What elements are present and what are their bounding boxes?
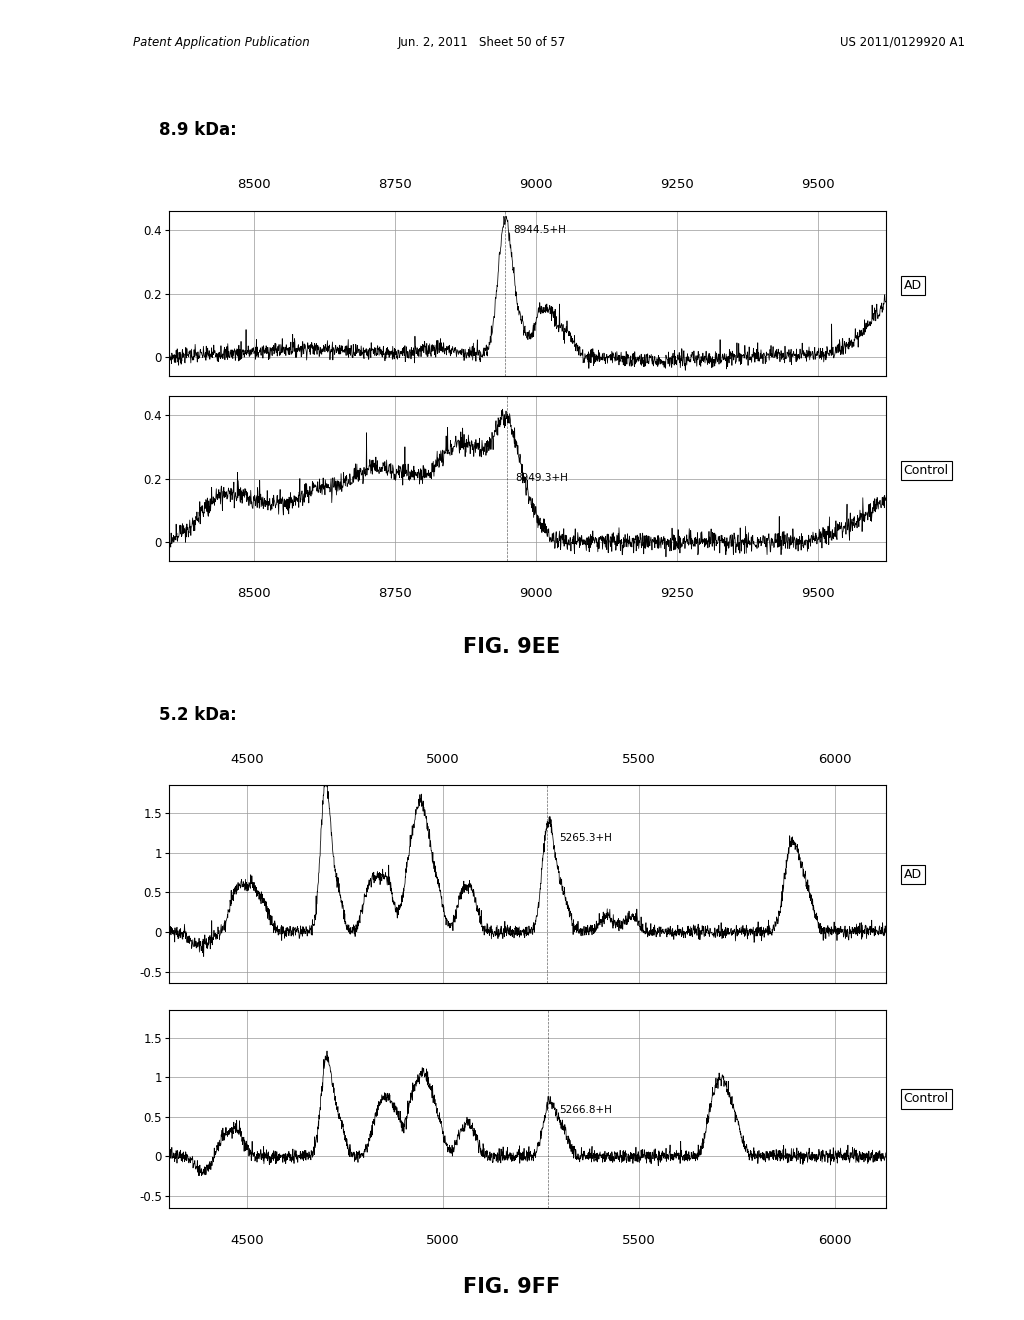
Text: 5000: 5000 <box>426 1234 460 1247</box>
Text: 5265.3+H: 5265.3+H <box>559 833 611 843</box>
Text: 8944.5+H: 8944.5+H <box>513 224 566 235</box>
Text: Patent Application Publication: Patent Application Publication <box>133 36 310 49</box>
Text: 9250: 9250 <box>660 587 694 601</box>
Text: 5.2 kDa:: 5.2 kDa: <box>159 706 237 725</box>
Text: 8500: 8500 <box>237 587 270 601</box>
Text: 5266.8+H: 5266.8+H <box>559 1105 612 1115</box>
Text: 4500: 4500 <box>230 1234 264 1247</box>
Text: US 2011/0129920 A1: US 2011/0129920 A1 <box>840 36 965 49</box>
Text: 4500: 4500 <box>230 752 264 766</box>
Text: 8949.3+H: 8949.3+H <box>516 474 568 483</box>
Text: AD: AD <box>903 279 922 292</box>
Text: 6000: 6000 <box>818 1234 852 1247</box>
Text: 8750: 8750 <box>378 587 412 601</box>
Text: FIG. 9FF: FIG. 9FF <box>464 1276 560 1298</box>
Text: FIG. 9EE: FIG. 9EE <box>464 636 560 657</box>
Text: 9500: 9500 <box>801 587 835 601</box>
Text: 5500: 5500 <box>623 752 655 766</box>
Text: Control: Control <box>903 1093 949 1105</box>
Text: 9000: 9000 <box>519 178 553 191</box>
Text: 8.9 kDa:: 8.9 kDa: <box>159 121 237 140</box>
Text: 8500: 8500 <box>237 178 270 191</box>
Text: 9000: 9000 <box>519 587 553 601</box>
Text: AD: AD <box>903 869 922 880</box>
Text: Jun. 2, 2011   Sheet 50 of 57: Jun. 2, 2011 Sheet 50 of 57 <box>397 36 565 49</box>
Text: 8750: 8750 <box>378 178 412 191</box>
Text: 9250: 9250 <box>660 178 694 191</box>
Text: 6000: 6000 <box>818 752 852 766</box>
Text: 5000: 5000 <box>426 752 460 766</box>
Text: 5500: 5500 <box>623 1234 655 1247</box>
Text: Control: Control <box>903 463 949 477</box>
Text: 9500: 9500 <box>801 178 835 191</box>
